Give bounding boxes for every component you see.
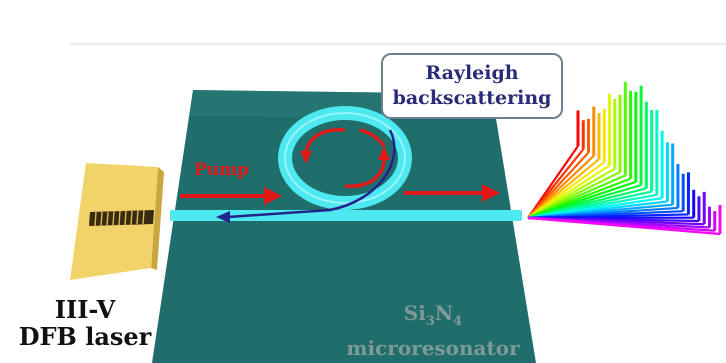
laser-caption: III-V DFB laser [10,296,160,350]
pump-arrowhead [264,187,282,205]
chip-caption: Si3N4 microresonator [318,300,548,362]
laser-caption-line1: III-V [54,295,116,324]
circulation-arrow-top [359,128,386,148]
bus-waveguide [170,210,522,221]
ring-inner-glow [284,112,406,204]
rayleigh-line2: backscattering [392,87,552,109]
rayleigh-callout: Rayleigh backscattering [381,53,563,119]
chip-name: microresonator [346,336,520,360]
backscatter-arrowhead [216,211,230,223]
circulation-arrowhead-left [300,151,312,164]
grating-lines [94,209,145,227]
laser-caption-line2: DFB laser [18,322,152,351]
chip-material: Si3N4 [403,301,463,329]
pump-label: Pump [194,160,250,180]
comb-fan-line [527,216,721,236]
circulation-arrowhead-right [378,146,390,160]
chip-slab [152,90,536,363]
backscatter-path [227,129,396,219]
dfb-laser [70,163,164,280]
output-arrowhead [482,184,500,202]
laser-side [151,167,164,270]
rayleigh-line1: Rayleigh [425,62,519,84]
comb-spectrum [527,81,722,236]
